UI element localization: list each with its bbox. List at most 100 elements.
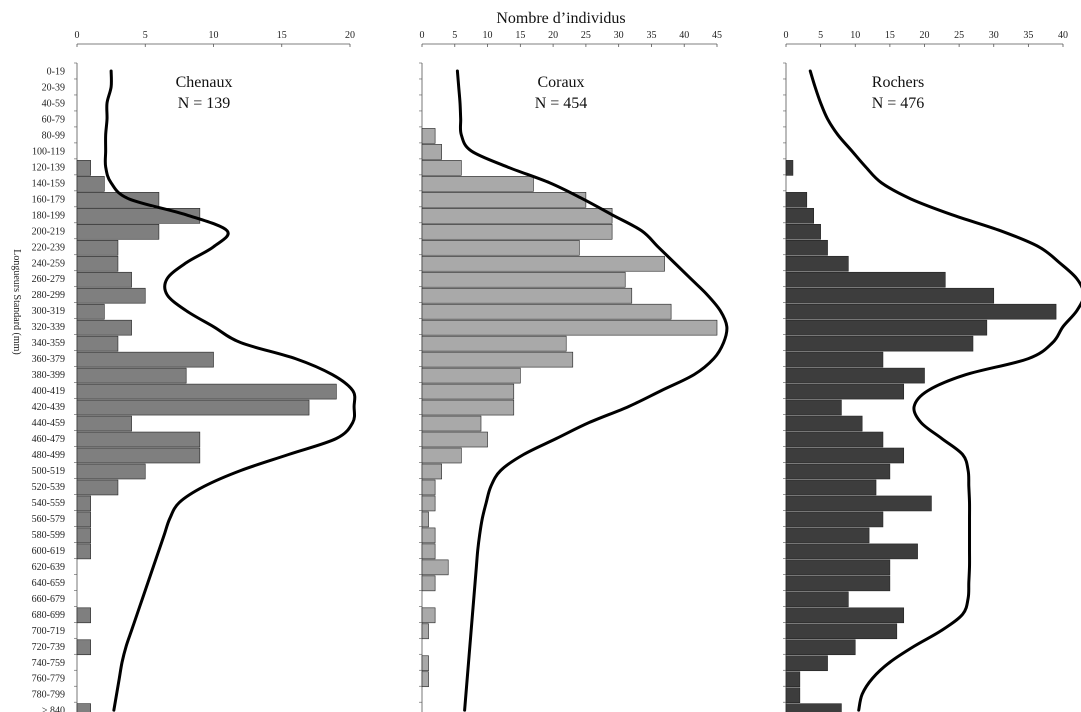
coraux-panel: 0 5 10 15 20 25 30 35 40 45 Coraux N = 454 [419,30,729,712]
bar [421,415,482,432]
x-tick-label: 5 [143,30,148,41]
bar [421,255,665,272]
panel-title: Rochers [872,74,924,91]
x-tick-label: 30 [614,30,624,41]
x-tick-label: 20 [920,30,930,41]
bar [76,208,201,224]
bar [421,511,429,528]
bar [76,703,91,712]
category-label: 460-479 [32,434,65,445]
x-tick-label: 10 [850,30,860,41]
bar [785,543,918,560]
category-label: 20-39 [42,82,65,93]
bar [785,415,863,432]
x-tick-label: 20 [345,30,355,41]
bar [785,479,877,496]
panel-title: Chenaux [176,74,233,91]
category-label: 80-99 [42,130,65,141]
category-label: 660-679 [32,594,65,605]
category-label: 220-239 [32,242,65,253]
category-label: 380-399 [32,370,65,381]
x-tick-label: 15 [885,30,895,41]
category-label: 160-179 [32,194,65,205]
bar [421,527,436,544]
x-tick-label: 5 [818,30,823,41]
bar [785,335,974,352]
x-tick-label: 40 [679,30,689,41]
bar [785,224,821,240]
bar [76,479,119,496]
category-label: 60-79 [42,114,65,125]
bar [785,239,828,256]
bar [785,303,1057,320]
bar [76,367,187,384]
category-label: 320-339 [32,322,65,333]
category-label: 100-119 [32,146,65,157]
bar [421,543,436,560]
bar [421,671,429,688]
x-tick-label: 30 [989,30,999,41]
bar [785,367,925,384]
bar [421,192,587,208]
category-label: 420-439 [32,402,65,413]
bar [421,271,626,288]
category-label: > 840 [42,706,65,712]
x-tick-label: 5 [452,30,457,41]
x-tick-label: 40 [1058,30,1068,41]
bar [76,527,91,544]
bar [76,383,337,400]
density-curve [808,69,1081,712]
category-label: 200-219 [32,226,65,237]
category-label: 240-259 [32,258,65,269]
bar [76,224,160,240]
bar [76,303,105,320]
category-label: 640-659 [32,578,65,589]
x-tick-label: 15 [515,30,525,41]
bar [76,495,91,512]
bar [421,319,718,336]
bar [76,351,214,368]
category-label: 300-319 [32,306,65,317]
panel-sample-size: N = 476 [872,95,925,112]
bar [785,287,995,304]
bar [421,128,436,144]
bar [785,319,988,336]
bar [785,639,856,656]
bar [785,447,905,464]
x-tick-label: 35 [646,30,656,41]
x-tick-label: 10 [483,30,493,41]
category-label: 560-579 [32,514,65,525]
category-label: 0-19 [47,66,65,77]
bar [785,399,842,416]
bar [785,255,849,272]
bar [421,655,429,672]
x-tick-label: 35 [1023,30,1033,41]
bar [785,495,932,512]
bar [785,271,946,288]
category-label: 340-359 [32,338,65,349]
category-label: 140-159 [32,178,65,189]
bar [421,399,515,416]
bar [76,287,146,304]
bar [785,527,870,544]
bar [421,431,488,448]
chenaux-panel: 0 5 10 15 20 0-19 20-39 40-59 60-79 80-99 100-119 1… [32,30,357,712]
x-tick-label: 10 [209,30,219,41]
category-label: 500-519 [32,466,65,477]
category-label: 600-619 [32,546,65,557]
bar [421,335,567,352]
bar [785,575,891,592]
bar [421,144,442,160]
category-label: 440-459 [32,418,65,429]
category-label: 400-419 [32,386,65,397]
bar [421,607,436,624]
category-label: 760-779 [32,674,65,685]
bar [76,239,119,256]
bar [785,559,891,576]
y-axis-label: Longueurs Standard (mm) [11,249,22,355]
bar [76,399,310,416]
bar [421,367,521,384]
category-label: 540-559 [32,498,65,509]
bar [76,639,91,656]
bar [785,160,794,176]
